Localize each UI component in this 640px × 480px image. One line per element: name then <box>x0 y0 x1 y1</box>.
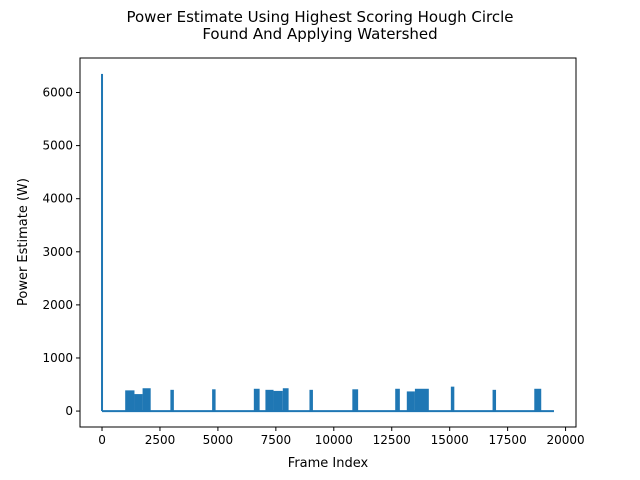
series-burst-0 <box>125 390 135 412</box>
series-burst-10 <box>352 389 359 412</box>
y-tick-label: 2000 <box>42 298 73 312</box>
x-tick-label: 15000 <box>431 433 469 447</box>
y-axis-label: Power Estimate (W) <box>16 178 31 306</box>
x-tick-label: 7500 <box>261 433 292 447</box>
plot-background <box>80 58 576 427</box>
plot-area <box>79 57 577 428</box>
chart-title-line-1: Power Estimate Using Highest Scoring Hou… <box>126 8 513 26</box>
x-axis: 0 2500 5000 7500 10000 12500 15000 17500 20000 <box>98 427 585 447</box>
x-tick-label: 0 <box>98 433 106 447</box>
series-burst-15 <box>492 389 497 412</box>
series-burst-9 <box>309 389 313 412</box>
x-tick-label: 12500 <box>373 433 411 447</box>
series-burst-14 <box>450 386 455 412</box>
y-tick-label: 0 <box>65 404 73 418</box>
series-burst-4 <box>212 389 216 412</box>
series-burst-3 <box>170 389 174 412</box>
y-tick-label: 3000 <box>42 245 73 259</box>
series-burst-13 <box>414 388 429 412</box>
y-tick-label: 1000 <box>42 351 73 365</box>
chart-title-line-2: Found And Applying Watershed <box>202 25 437 43</box>
series-burst-11 <box>395 388 400 412</box>
series-burst-2 <box>142 388 151 412</box>
series-burst-6 <box>265 389 274 412</box>
plot-frame <box>79 57 577 428</box>
x-tick-label: 17500 <box>489 433 527 447</box>
series-burst-1 <box>134 394 143 412</box>
x-tick-label: 2500 <box>145 433 176 447</box>
x-tick-label: 20000 <box>546 433 584 447</box>
series-burst-5 <box>253 388 260 412</box>
data-series <box>101 73 554 413</box>
y-tick-label: 6000 <box>42 86 73 100</box>
y-tick-label: 4000 <box>42 192 73 206</box>
series-burst-16 <box>534 388 542 412</box>
series-burst-7 <box>273 390 283 412</box>
series-burst-8 <box>282 388 289 412</box>
y-tick-label: 5000 <box>42 139 73 153</box>
y-axis: 0 1000 2000 3000 4000 5000 6000 <box>42 86 80 418</box>
x-axis-label: Frame Index <box>288 456 369 471</box>
x-tick-label: 10000 <box>315 433 353 447</box>
x-tick-label: 5000 <box>203 433 234 447</box>
series-spike <box>101 73 104 412</box>
series-burst-12 <box>406 391 415 412</box>
